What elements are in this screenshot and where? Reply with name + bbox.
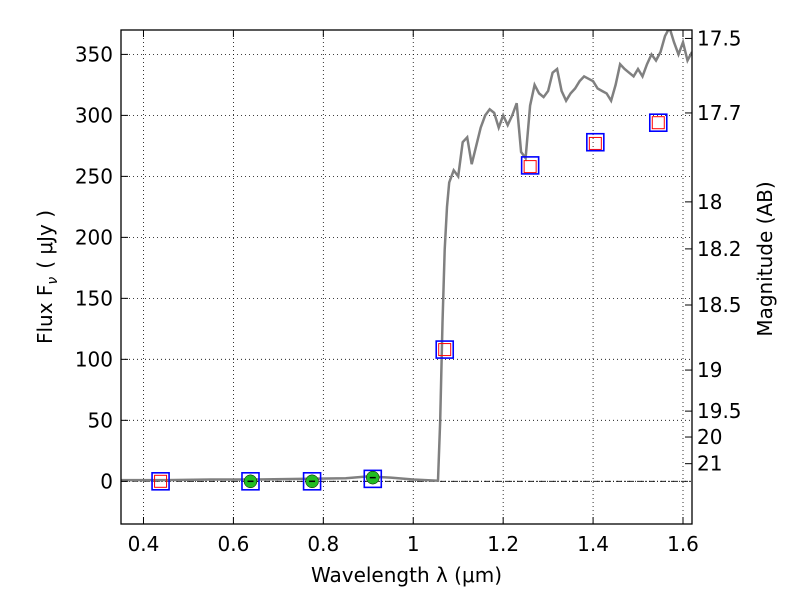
- observed-flux-marker: [435, 340, 455, 359]
- observed-flux-marker: [363, 469, 383, 489]
- y2-tick-label: 18: [697, 190, 722, 214]
- y-tick-label: 250: [75, 164, 113, 188]
- model-flux-marker: [523, 160, 537, 174]
- y2-tick-label: 18.5: [697, 293, 742, 317]
- y2-tick-label: 18.2: [697, 237, 742, 261]
- model-flux-marker: [438, 343, 452, 357]
- x-tick-label: 0.4: [128, 532, 160, 556]
- series-layer: [121, 30, 692, 491]
- svg-text:Flux Fν( μJy ): Flux Fν ( μJy ): [33, 210, 61, 344]
- plot-frame: [120, 29, 693, 525]
- observed-flux-marker: [241, 472, 260, 491]
- y2-tick-label: 19.5: [697, 399, 742, 423]
- y-tick-label: 150: [75, 286, 113, 310]
- observed-flux-marker: [586, 132, 605, 152]
- x-tick-label: 1: [407, 532, 420, 556]
- y-tick-label: 300: [75, 103, 113, 127]
- secondary-y-axis-label: Magnitude (AB): [753, 181, 777, 336]
- grid: [121, 30, 692, 524]
- y-axis-label-main: Flux F: [33, 285, 57, 344]
- observed-flux-marker: [520, 156, 540, 175]
- x-tick-label: 0.6: [217, 532, 249, 556]
- y2-tick-label: 20: [697, 425, 722, 449]
- model-flux-marker: [651, 116, 665, 130]
- x-axis-label: Wavelength λ (μm): [311, 563, 502, 587]
- y-tick-label: 0: [100, 469, 113, 493]
- x-tick-label: 1.2: [487, 532, 519, 556]
- x-tick-label: 1.4: [577, 532, 609, 556]
- x-tick-label: 1.6: [667, 532, 699, 556]
- observed-flux-marker: [302, 472, 322, 491]
- y2-tick-label: 17.7: [697, 101, 742, 125]
- y-tick-label: 200: [75, 225, 113, 249]
- y-axis-label-unit: ( μJy ): [33, 210, 57, 269]
- x-tick-label: 0.8: [307, 532, 339, 556]
- observed-flux-marker: [648, 113, 668, 133]
- sed-model-line: [121, 30, 692, 483]
- y-tick-label: 50: [88, 408, 113, 432]
- y-tick-label: 100: [75, 347, 113, 371]
- model-flux-marker: [154, 474, 168, 488]
- y2-tick-label: 17.5: [697, 26, 742, 50]
- observed-flux-marker: [151, 472, 170, 491]
- y-tick-label: 350: [75, 42, 113, 66]
- y2-tick-label: 19: [697, 358, 722, 382]
- y-axis-label: Flux Fν ( μJy ): [33, 210, 61, 344]
- y-axis-label-sub: ν: [45, 277, 61, 285]
- ticks-layer: 0.4 0.6 0.8 1 1.2 1.4 1.6 0 50 100 150 200 250 300 350…: [75, 26, 742, 556]
- y2-tick-label: 21: [697, 452, 722, 476]
- model-flux-marker: [588, 136, 602, 150]
